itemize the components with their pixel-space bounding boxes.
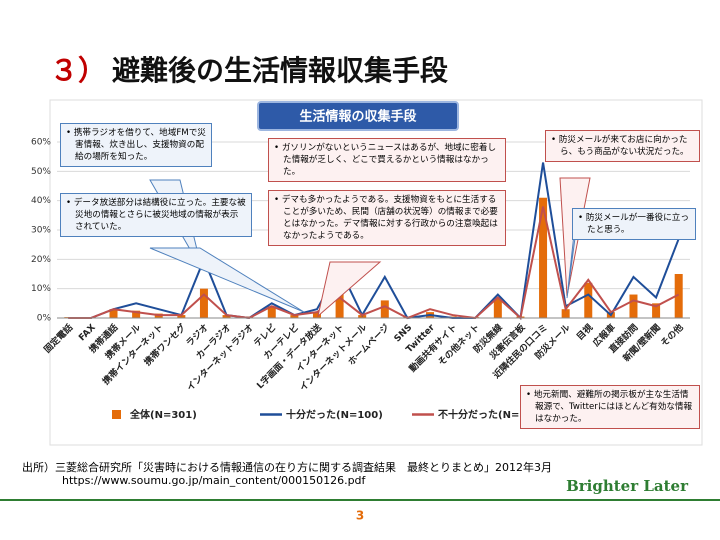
y-tick-label: 10% xyxy=(31,284,51,294)
bar xyxy=(335,291,344,318)
bar xyxy=(539,197,548,318)
callout: 携帯ラジオを借りて、地域FMで災害情報、炊き出し、支援物資の配給の場所を知った。 xyxy=(60,123,212,167)
y-tick-label: 60% xyxy=(31,138,51,148)
bar xyxy=(290,315,299,318)
callout: 防災メールが一番役に立ったと思う。 xyxy=(572,208,696,240)
callout: 防災メールが来てお店に向かったら、もう商品がない状況だった。 xyxy=(545,130,700,162)
legend-label: 十分だった(N=100) xyxy=(286,408,383,421)
bar xyxy=(177,315,186,318)
bar xyxy=(561,309,570,318)
bar xyxy=(312,312,321,318)
legend-swatch xyxy=(112,410,121,419)
page-number: 3 xyxy=(356,509,364,523)
bar xyxy=(584,282,593,318)
callout: ガソリンがないというニュースはあるが、地域に密着した情報が乏しく、どこで買えるか… xyxy=(268,138,506,182)
legend-label: 不十分だった(N=177) xyxy=(438,408,545,421)
bar xyxy=(652,303,661,318)
legend-label: 全体(N=301) xyxy=(129,408,197,421)
y-tick-label: 30% xyxy=(31,226,51,236)
bar xyxy=(199,288,208,318)
y-tick-label: 50% xyxy=(31,167,51,177)
y-tick-label: 40% xyxy=(31,196,51,206)
title-number: ３） xyxy=(50,54,106,87)
bar xyxy=(132,310,141,318)
callout: データ放送部分は結構役に立った。主要な被災地の情報とさらに被災地域の情報が表示さ… xyxy=(60,193,252,237)
line xyxy=(68,206,680,320)
chart-title: 生活情報の収集手段 xyxy=(299,109,416,125)
slide-title: 避難後の生活情報収集手段 xyxy=(112,54,448,87)
source: 出所）三菱総合研究所「災害時における情報通信の在り方に関する調査結果 最終とりま… xyxy=(22,461,552,474)
source-url: https://www.soumu.go.jp/main_content/000… xyxy=(62,474,366,487)
bar xyxy=(493,297,502,318)
bar xyxy=(629,294,638,318)
chart-title-box xyxy=(257,101,459,131)
bar xyxy=(380,300,389,318)
callout: 地元新聞、避難所の掲示板が主な生活情報源で、Twitterにはほとんど有効な情報… xyxy=(520,385,700,429)
brand: Brighter Later xyxy=(566,477,689,495)
y-tick-label: 20% xyxy=(31,255,51,265)
bar xyxy=(109,309,118,318)
y-tick-label: 0% xyxy=(37,314,52,324)
callout: デマも多かったようである。支援物資をもとに生活することが多いため、民間（店舗の状… xyxy=(268,190,506,246)
bar xyxy=(674,274,683,318)
bar xyxy=(267,306,276,318)
line xyxy=(68,162,680,321)
bar xyxy=(222,315,231,318)
